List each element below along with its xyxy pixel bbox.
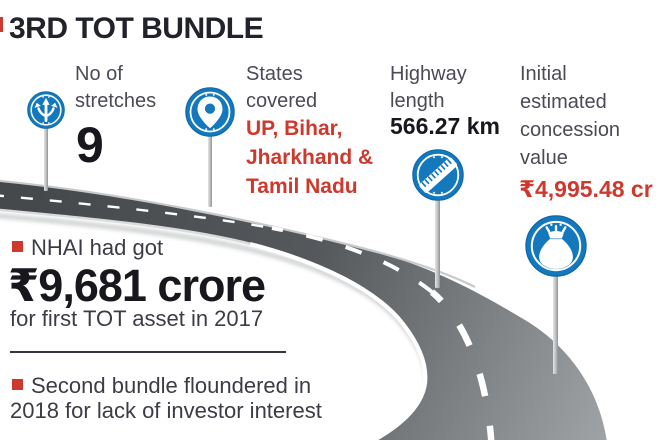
lane-dashes-far (0, 194, 273, 230)
bullet-square (12, 241, 23, 252)
label-line: value (520, 147, 568, 169)
sign-post (208, 135, 212, 207)
label-line: No of (75, 63, 123, 85)
note1-lead: NHAI had got (31, 235, 164, 260)
road-surface (0, 180, 607, 440)
road-inner-shoulder (0, 208, 256, 247)
ruler-icon (412, 149, 464, 201)
road-edge-line (249, 241, 428, 440)
value-line: Tamil Nadu (246, 175, 358, 198)
edge-accent (0, 17, 3, 32)
label-line: covered (246, 90, 318, 112)
stat-length-label: Highway length (390, 61, 467, 115)
stat-stretches-label: No of stretches (75, 61, 156, 115)
label-line: estimated (520, 91, 607, 113)
label-line: Initial (520, 63, 567, 85)
location-pin-icon (185, 87, 235, 137)
stat-concession-value: ₹4,995.48 cr (519, 176, 653, 202)
label-line: length (390, 90, 445, 112)
bullet-square (12, 379, 23, 390)
stat-concession-label: Initial estimated concession value (520, 60, 620, 172)
note1-tail: for first TOT asset in 2017 (10, 306, 264, 331)
value-line: Jharkhand & (246, 146, 374, 169)
sign-post (553, 274, 558, 374)
label-line: States (246, 63, 303, 85)
label-line: Highway (390, 63, 467, 85)
sign-post (44, 127, 48, 191)
stat-states-value: UP, Bihar, Jharkhand & Tamil Nadu (246, 114, 373, 201)
note1-highlight: ₹9,681 crore (8, 260, 266, 311)
label-line: concession (520, 119, 621, 141)
note2-line2: 2018 for lack of investor interest (10, 398, 322, 423)
page-title: 3RD TOT BUNDLE (9, 12, 264, 45)
fork-road-icon (27, 91, 65, 129)
label-line: stretches (75, 90, 157, 112)
value-line: UP, Bihar, (246, 117, 343, 140)
stat-stretches-value: 9 (76, 117, 104, 173)
money-bag-icon (525, 215, 587, 277)
divider-line (10, 351, 286, 353)
stat-states-label: States covered (246, 61, 317, 115)
stat-length-value: 566.27 km (390, 113, 500, 139)
note2-line1: Second bundle floundered in (31, 373, 312, 398)
sign-post (435, 198, 440, 288)
